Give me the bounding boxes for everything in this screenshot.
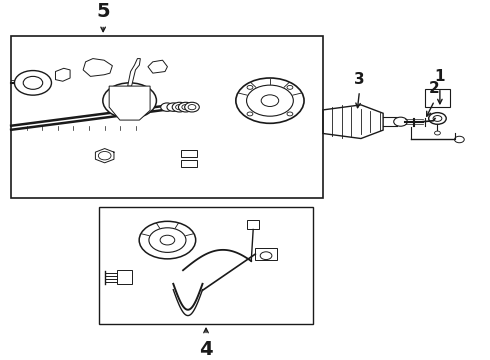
Circle shape — [98, 152, 111, 160]
Circle shape — [23, 76, 43, 89]
Text: 4: 4 — [199, 339, 213, 359]
Bar — [99, 207, 313, 324]
Text: 1: 1 — [435, 68, 445, 84]
Circle shape — [185, 102, 199, 112]
Bar — [425, 89, 450, 107]
Polygon shape — [128, 59, 140, 86]
Text: 2: 2 — [429, 81, 440, 96]
Bar — [181, 160, 196, 167]
Circle shape — [139, 221, 196, 259]
Text: 3: 3 — [354, 72, 365, 87]
Polygon shape — [83, 59, 112, 76]
Circle shape — [287, 85, 293, 89]
Bar — [255, 248, 277, 260]
Circle shape — [236, 78, 304, 123]
Circle shape — [172, 102, 187, 112]
Polygon shape — [323, 105, 383, 139]
Text: 5: 5 — [97, 2, 110, 21]
Circle shape — [14, 71, 51, 95]
Bar — [11, 36, 323, 198]
Circle shape — [429, 113, 446, 124]
Circle shape — [182, 104, 190, 110]
Circle shape — [175, 104, 183, 110]
Circle shape — [160, 235, 175, 245]
Circle shape — [115, 91, 144, 111]
Circle shape — [260, 252, 272, 260]
Polygon shape — [148, 60, 168, 73]
Bar — [181, 150, 196, 157]
Circle shape — [188, 104, 196, 110]
Circle shape — [247, 85, 253, 89]
Circle shape — [246, 85, 294, 116]
Circle shape — [167, 103, 180, 111]
Circle shape — [394, 117, 407, 126]
Polygon shape — [109, 86, 150, 120]
Circle shape — [103, 83, 156, 118]
Circle shape — [149, 228, 186, 252]
Circle shape — [435, 131, 441, 135]
Polygon shape — [55, 68, 70, 81]
Circle shape — [455, 136, 464, 143]
Circle shape — [287, 112, 293, 116]
Circle shape — [247, 112, 253, 116]
Circle shape — [433, 116, 442, 121]
Bar — [117, 270, 132, 284]
Circle shape — [261, 95, 279, 107]
Circle shape — [161, 103, 173, 111]
Circle shape — [178, 102, 193, 112]
Bar — [247, 220, 259, 229]
